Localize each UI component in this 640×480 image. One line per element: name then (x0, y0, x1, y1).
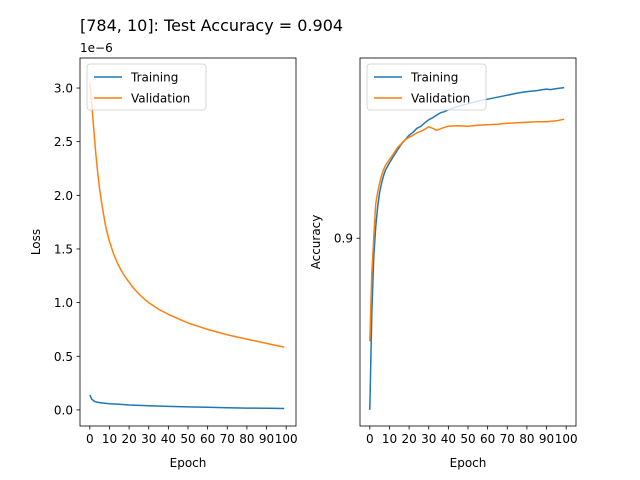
x-tick-label: 100 (275, 432, 298, 446)
series-line-training (369, 86, 565, 410)
x-tick-label: 100 (555, 432, 578, 446)
legend-label-training: Training (410, 71, 458, 85)
y-axis-label: Loss (29, 229, 43, 255)
x-tick-label: 70 (220, 432, 235, 446)
x-tick-label: 30 (141, 432, 156, 446)
axes-frame (79, 57, 297, 427)
x-tick-label: 40 (441, 432, 456, 446)
accuracy-chart: 0 10 20 30 40 50 60 70 80 90 100 0.9 Epoch Accuracy Tr… (309, 57, 578, 470)
x-tick-label: 50 (460, 432, 475, 446)
legend-label-training: Training (130, 71, 178, 85)
x-tick-label: 20 (401, 432, 416, 446)
x-tick-label: 90 (259, 432, 274, 446)
legend-label-validation: Validation (131, 92, 190, 106)
y-tick-label: 0.5 (54, 350, 73, 364)
x-tick-label: 60 (200, 432, 215, 446)
x-tick-label: 10 (102, 432, 117, 446)
x-tick-label: 10 (382, 432, 397, 446)
axes-frame (359, 57, 577, 427)
series-line-validation (369, 118, 565, 342)
x-tick-label: 40 (161, 432, 176, 446)
figure-title: [784, 10]: Test Accuracy = 0.904 (80, 16, 344, 35)
x-tick-label: 60 (480, 432, 495, 446)
x-tick-label: 50 (180, 432, 195, 446)
series-line-training (89, 394, 285, 410)
y-axis-label: Accuracy (309, 215, 323, 270)
series-line-validation (89, 82, 285, 348)
x-tick-label: 0 (366, 432, 374, 446)
y-tick-label: 2.5 (54, 135, 73, 149)
x-tick-label: 80 (519, 432, 534, 446)
y-tick-label: 1.0 (54, 296, 73, 310)
y-tick-label: 0.9 (334, 232, 353, 246)
legend-label-validation: Validation (411, 92, 470, 106)
x-tick-label: 80 (239, 432, 254, 446)
y-tick-label: 2.0 (54, 189, 73, 203)
x-tick-label: 70 (500, 432, 515, 446)
y-tick-label: 1.5 (54, 242, 73, 256)
loss-chart: 0 10 20 30 40 50 60 70 80 90 100 0.0 0.5 1.0 1.5 2.0 2.5… (29, 41, 298, 470)
x-tick-label: 30 (421, 432, 436, 446)
x-tick-label: 20 (121, 432, 136, 446)
x-axis-label: Epoch (450, 456, 487, 470)
x-tick-label: 0 (86, 432, 94, 446)
y-tick-label: 3.0 (54, 82, 73, 96)
x-axis-label: Epoch (170, 456, 207, 470)
y-offset-label: 1e−6 (80, 41, 113, 55)
x-tick-label: 90 (539, 432, 554, 446)
y-tick-label: 0.0 (54, 403, 73, 417)
